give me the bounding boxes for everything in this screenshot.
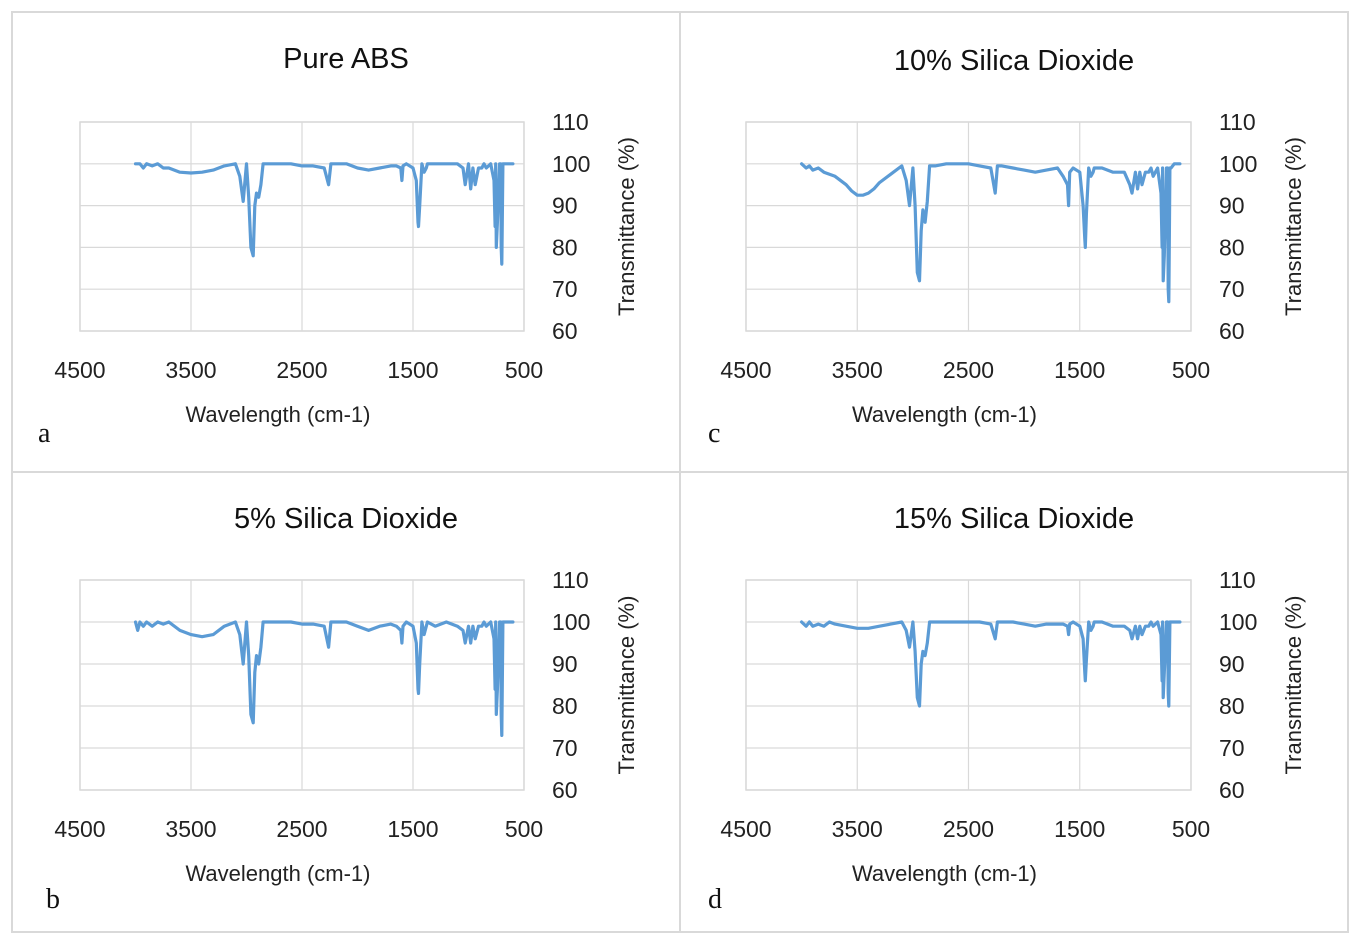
chart-3-xtick-4500: 4500 <box>720 816 771 842</box>
chart-3-xtick-2500: 2500 <box>943 816 994 842</box>
chart-2-xtick-3500: 3500 <box>832 357 883 383</box>
chart-1-xtick-4500: 4500 <box>54 816 105 842</box>
chart-5pct-silica: 5% Silica Dioxide 4500 3500 2500 1500 500 60 70… <box>46 503 639 915</box>
chart-2-panel-letter: c <box>708 418 720 449</box>
chart-0-xtick-2500: 2500 <box>276 357 327 383</box>
chart-0-ytick-80: 80 <box>552 234 578 260</box>
chart-2-ytick-90: 90 <box>1219 193 1245 219</box>
chart-3-series-line <box>799 620 1182 708</box>
chart-0-ytick-100: 100 <box>552 151 590 177</box>
chart-0-ytick-60: 60 <box>552 318 578 344</box>
chart-3-plot-area <box>745 579 1192 791</box>
chart-0-ylabel: Transmittance (%) <box>614 137 639 316</box>
chart-1-ytick-60: 60 <box>552 777 578 803</box>
chart-0-ytick-110: 110 <box>552 109 589 135</box>
chart-3-ytick-100: 100 <box>1219 609 1257 635</box>
chart-2-plot-area <box>745 121 1192 332</box>
chart-10pct-silica: 10% Silica Dioxide 4500 3500 2500 1500 500 60 7… <box>708 45 1306 449</box>
chart-3-xtick-500: 500 <box>1172 816 1210 842</box>
chart-3-ytick-90: 90 <box>1219 651 1245 677</box>
chart-3-xtick-3500: 3500 <box>832 816 883 842</box>
chart-2-xlabel: Wavelength (cm-1) <box>852 402 1037 427</box>
chart-1-ylabel: Transmittance (%) <box>614 596 639 775</box>
chart-0-title: Pure ABS <box>283 43 409 75</box>
chart-2-ytick-80: 80 <box>1219 234 1245 260</box>
chart-2-ytick-110: 110 <box>1219 109 1256 135</box>
chart-3-ylabel: Transmittance (%) <box>1281 596 1306 775</box>
chart-1-panel-letter: b <box>46 884 60 915</box>
chart-0-xtick-500: 500 <box>505 357 543 383</box>
chart-2-ytick-60: 60 <box>1219 318 1245 344</box>
chart-3-panel-letter: d <box>708 884 722 915</box>
chart-0-series-line <box>133 162 515 266</box>
chart-1-ytick-70: 70 <box>552 735 578 761</box>
chart-2-xtick-4500: 4500 <box>720 357 771 383</box>
chart-1-series-line <box>133 620 515 738</box>
chart-3-ytick-110: 110 <box>1219 567 1256 593</box>
chart-0-panel-letter: a <box>38 418 51 449</box>
chart-1-ytick-90: 90 <box>552 651 578 677</box>
chart-1-title: 5% Silica Dioxide <box>234 503 458 535</box>
chart-1-ytick-110: 110 <box>552 567 589 593</box>
chart-2-ylabel: Transmittance (%) <box>1281 137 1306 316</box>
chart-0-ytick-90: 90 <box>552 193 578 219</box>
chart-3-ytick-70: 70 <box>1219 735 1245 761</box>
chart-1-xtick-3500: 3500 <box>165 816 216 842</box>
chart-0-xtick-3500: 3500 <box>165 357 216 383</box>
chart-1-xtick-2500: 2500 <box>276 816 327 842</box>
chart-0-ytick-70: 70 <box>552 276 578 302</box>
chart-2-xtick-1500: 1500 <box>1054 357 1105 383</box>
chart-1-ytick-100: 100 <box>552 609 590 635</box>
chart-3-xlabel: Wavelength (cm-1) <box>852 861 1037 886</box>
chart-1-xtick-1500: 1500 <box>387 816 438 842</box>
chart-pure-abs: Pure ABS 4500 3500 2500 1500 500 60 70 80 90 100 11… <box>38 43 639 449</box>
chart-1-ytick-80: 80 <box>552 693 578 719</box>
chart-15pct-silica: 15% Silica Dioxide 4500 3500 2500 1500 500 60 7… <box>708 503 1306 915</box>
chart-1-xlabel: Wavelength (cm-1) <box>185 861 370 886</box>
panel-border-d <box>679 471 1349 933</box>
chart-1-xtick-500: 500 <box>505 816 543 842</box>
chart-2-ytick-100: 100 <box>1219 151 1257 177</box>
chart-3-ytick-80: 80 <box>1219 693 1245 719</box>
chart-3-title: 15% Silica Dioxide <box>894 503 1134 535</box>
chart-2-title: 10% Silica Dioxide <box>894 45 1134 77</box>
chart-0-xlabel: Wavelength (cm-1) <box>185 402 370 427</box>
chart-2-xtick-500: 500 <box>1172 357 1210 383</box>
chart-0-plot-area <box>79 121 525 332</box>
chart-2-ytick-70: 70 <box>1219 276 1245 302</box>
chart-3-xtick-1500: 1500 <box>1054 816 1105 842</box>
chart-2-series-line <box>799 162 1182 304</box>
chart-3-ytick-60: 60 <box>1219 777 1245 803</box>
chart-2-xtick-2500: 2500 <box>943 357 994 383</box>
chart-0-xtick-1500: 1500 <box>387 357 438 383</box>
chart-1-plot-area <box>79 579 525 791</box>
chart-0-xtick-4500: 4500 <box>54 357 105 383</box>
